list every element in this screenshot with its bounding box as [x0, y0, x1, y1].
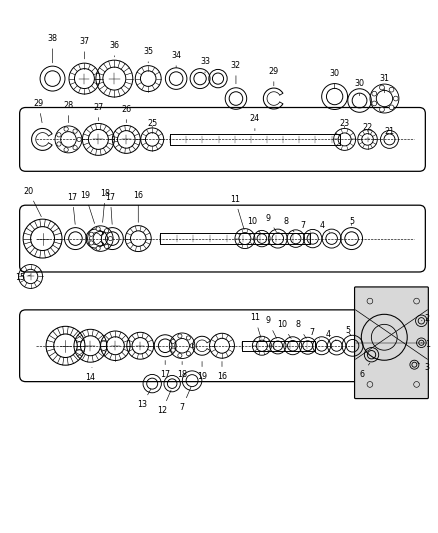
- Text: 36: 36: [110, 41, 119, 57]
- Text: 8: 8: [283, 216, 294, 232]
- Text: 27: 27: [93, 103, 103, 120]
- Text: 23: 23: [339, 119, 350, 128]
- Circle shape: [89, 241, 93, 245]
- Circle shape: [178, 353, 182, 358]
- Circle shape: [108, 237, 113, 241]
- Text: 15: 15: [16, 273, 31, 282]
- Text: 16: 16: [133, 191, 143, 222]
- Text: 12: 12: [157, 390, 171, 415]
- Circle shape: [389, 87, 394, 92]
- Text: 35: 35: [143, 47, 153, 63]
- Text: 16: 16: [217, 361, 227, 381]
- Text: 7: 7: [309, 328, 319, 339]
- Text: 17: 17: [105, 193, 115, 224]
- Circle shape: [372, 91, 377, 96]
- Circle shape: [96, 227, 100, 231]
- Text: 34: 34: [171, 51, 181, 68]
- Text: 5: 5: [349, 216, 354, 225]
- Circle shape: [96, 246, 100, 251]
- Text: 4: 4: [319, 221, 329, 232]
- Text: 4: 4: [325, 330, 337, 341]
- Circle shape: [190, 344, 194, 348]
- Text: 29: 29: [33, 99, 44, 123]
- Circle shape: [73, 146, 77, 150]
- Text: 17: 17: [160, 360, 170, 379]
- Text: 18: 18: [100, 189, 110, 222]
- Text: 25: 25: [147, 119, 157, 128]
- FancyBboxPatch shape: [355, 287, 428, 399]
- Text: 8: 8: [295, 320, 306, 338]
- Text: 24: 24: [250, 114, 260, 131]
- Text: 2: 2: [421, 314, 430, 324]
- Text: 30: 30: [354, 79, 364, 96]
- Circle shape: [57, 142, 61, 146]
- Text: 21: 21: [385, 127, 395, 136]
- Text: 18: 18: [177, 361, 187, 379]
- FancyBboxPatch shape: [20, 205, 425, 272]
- Circle shape: [73, 129, 77, 133]
- Text: 9: 9: [265, 214, 276, 232]
- Text: 19: 19: [80, 191, 95, 223]
- Text: 37: 37: [79, 37, 89, 59]
- Circle shape: [389, 105, 394, 110]
- Circle shape: [186, 336, 191, 340]
- Text: 33: 33: [200, 57, 210, 73]
- FancyBboxPatch shape: [20, 108, 425, 171]
- Text: 30: 30: [330, 69, 339, 89]
- Text: 6: 6: [359, 363, 370, 379]
- Text: 29: 29: [268, 67, 279, 86]
- Circle shape: [186, 351, 191, 356]
- Circle shape: [64, 127, 68, 131]
- Circle shape: [171, 340, 175, 343]
- Circle shape: [380, 107, 384, 112]
- Text: 28: 28: [64, 101, 74, 123]
- Circle shape: [171, 348, 175, 352]
- Text: 11: 11: [250, 313, 261, 338]
- Circle shape: [380, 85, 384, 90]
- Text: 9: 9: [265, 316, 276, 338]
- Circle shape: [89, 232, 93, 236]
- Text: 11: 11: [230, 195, 244, 229]
- Circle shape: [372, 101, 377, 106]
- Circle shape: [105, 244, 109, 248]
- Text: 22: 22: [362, 123, 373, 132]
- Text: 10: 10: [247, 216, 260, 233]
- Text: 1: 1: [421, 340, 430, 349]
- Text: 7: 7: [180, 387, 191, 412]
- Text: 17: 17: [67, 193, 78, 224]
- Text: 32: 32: [231, 61, 241, 84]
- Circle shape: [57, 133, 61, 137]
- Circle shape: [393, 96, 398, 101]
- Text: 14: 14: [85, 367, 95, 382]
- Text: 38: 38: [48, 34, 57, 63]
- Text: 20: 20: [24, 187, 41, 217]
- Text: 5: 5: [345, 326, 351, 335]
- Text: 7: 7: [300, 221, 311, 232]
- Text: 26: 26: [121, 105, 131, 123]
- Circle shape: [64, 148, 68, 152]
- Text: 10: 10: [277, 320, 291, 338]
- Text: 31: 31: [379, 74, 389, 93]
- Circle shape: [105, 229, 109, 233]
- Text: 13: 13: [137, 389, 151, 409]
- Text: 3: 3: [417, 362, 430, 372]
- Text: 19: 19: [197, 361, 207, 381]
- Circle shape: [178, 334, 182, 338]
- Circle shape: [77, 137, 81, 142]
- FancyBboxPatch shape: [20, 310, 425, 382]
